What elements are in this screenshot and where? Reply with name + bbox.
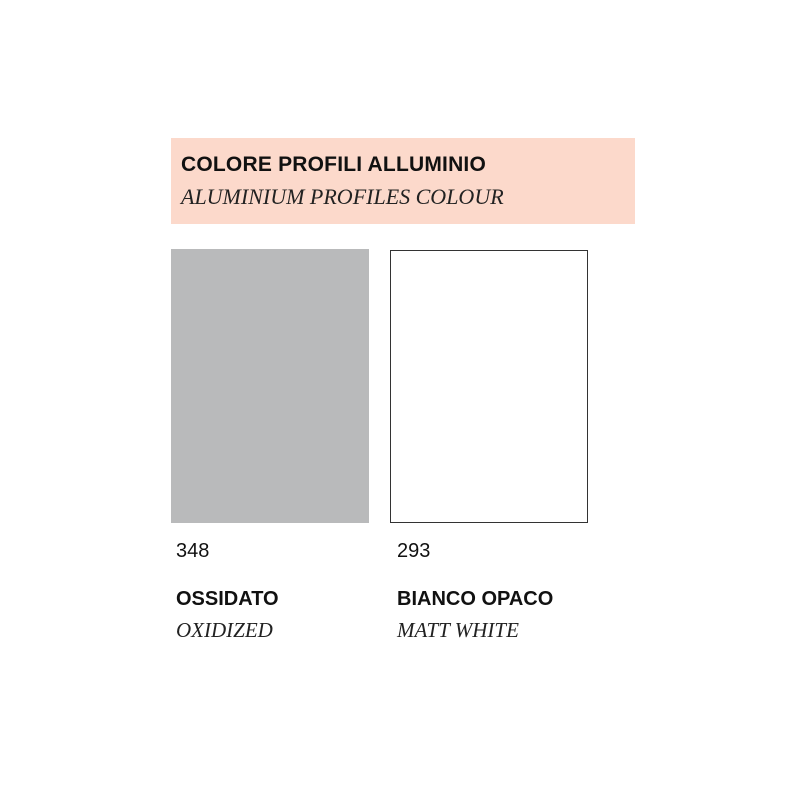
- swatch-name: BIANCO OPACO: [397, 588, 554, 610]
- section-header: COLORE PROFILI ALLUMINIO ALUMINIUM PROFI…: [171, 138, 635, 224]
- swatch-name-english: MATT WHITE: [397, 618, 519, 642]
- swatch-name-english: OXIDIZED: [176, 618, 273, 642]
- color-swatch-oxidized[interactable]: [171, 249, 369, 523]
- swatch-code: 348: [176, 540, 210, 562]
- swatch-name: OSSIDATO: [176, 588, 279, 610]
- swatch-code: 293: [397, 540, 431, 562]
- color-swatch-matt-white[interactable]: [390, 250, 588, 523]
- section-subtitle: ALUMINIUM PROFILES COLOUR: [181, 184, 504, 209]
- section-title: COLORE PROFILI ALLUMINIO: [181, 153, 487, 176]
